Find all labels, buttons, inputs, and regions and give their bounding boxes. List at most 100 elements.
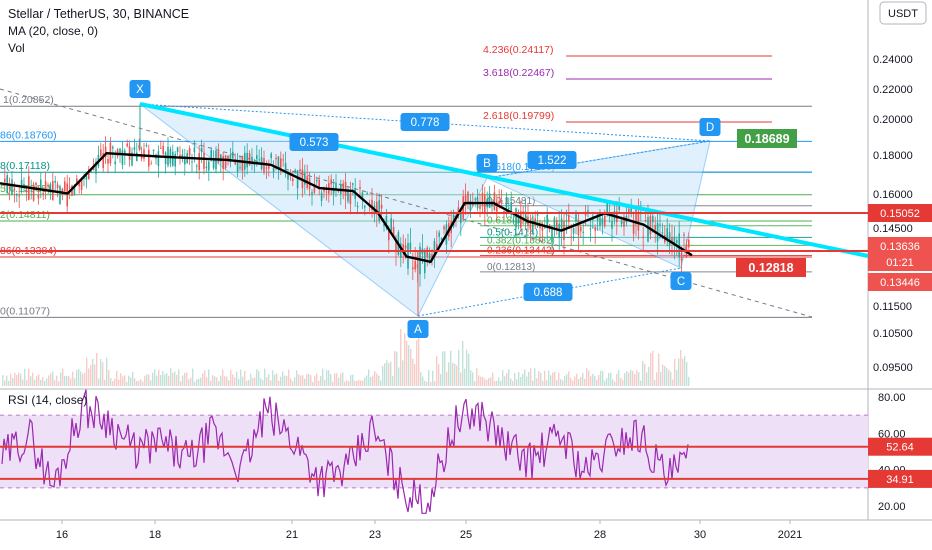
fib-right-label: 0(0.12813) [487,262,535,273]
candle-body [275,157,277,160]
candle-body [390,218,392,231]
volume-bar [76,369,78,386]
volume-bar [364,377,366,386]
symbol-title[interactable]: Stellar / TetherUS, 30, BINANCE [8,7,189,21]
volume-bar [24,368,26,386]
rsi-flag: 52.64 [868,437,932,456]
candle-body [104,146,107,158]
volume-bar [28,368,30,386]
volume-bar [188,379,190,386]
candle-body [47,184,49,187]
volume-bar [86,357,88,386]
pattern-ratio-label-text: 1.522 [538,155,567,167]
price-tick-label: 0.20000 [873,114,913,126]
volume-bar [626,371,628,386]
candle-body [517,216,520,224]
candle-body [282,159,284,161]
rsi-indicator-label[interactable]: RSI (14, close) [8,393,87,407]
volume-bar [108,370,110,386]
volume-bar [594,375,596,386]
candle-body [143,149,145,159]
currency-button[interactable]: USDT [879,1,927,25]
volume-bar [58,381,60,386]
candle-body [371,199,373,210]
vol-indicator-label[interactable]: Vol [8,41,25,55]
price-flag: 0.13636 [868,237,932,255]
candle-body [611,220,613,229]
candle-body [541,227,544,231]
candle-body [64,181,66,191]
volume-bar [380,380,382,386]
candle-body [179,154,181,157]
volume-bar [514,373,516,386]
rsi-tick-label: 60.00 [878,428,906,440]
pattern-point-x-bg [129,80,151,98]
volume-bar [10,373,12,386]
volume-bar [334,373,336,386]
volume-bar [374,371,376,386]
volume-bar [600,370,602,386]
candle-body [188,148,191,156]
volume-bar [126,381,128,386]
volume-bar [386,360,388,386]
volume-bar [130,377,132,386]
ma-indicator-label[interactable]: MA (20, close, 0) [8,24,98,38]
volume-bar [576,373,578,386]
volume-bar [182,375,184,386]
volume-bar [276,373,278,386]
drawing-overlays[interactable] [0,102,869,258]
volume-bar [198,378,200,386]
volume-bar [20,374,22,386]
volume-bar [194,381,196,386]
candle-body [138,144,140,149]
volume-bar [676,370,678,386]
volume-bar [320,375,322,386]
candle-body [102,153,104,169]
candle-body [505,198,508,213]
volume-bar [202,373,204,386]
fib-level-label: 2(0.14811) [0,209,50,221]
volume-bar [56,375,58,386]
volume-bar [104,379,106,386]
volume-bar [82,373,84,386]
candle-body [222,156,224,169]
candle-body [577,220,580,236]
candle-body [565,220,568,222]
volume-bar [412,358,414,386]
fib-extension: 4.236(0.24117) 3.618(0.22467) 2.618(0.1979… [483,44,772,123]
volume-bar [368,369,370,386]
fib-right-label: 0.5(0.1414) [487,227,538,238]
target-price-bg [736,258,806,277]
candle-body [136,152,138,162]
candle-body [637,211,640,231]
volume-bar [378,375,380,386]
volume-bar [618,369,620,386]
price-flag-bg [868,237,932,255]
volume-bar [148,374,150,386]
time-tick-label: 25 [460,529,472,541]
volume-bar [204,370,206,386]
volume-bar [624,373,626,386]
candle-body [162,145,164,154]
candle-body [512,221,515,223]
candle-body [457,207,460,213]
candle-body [248,153,251,166]
price-tick-label: 0.11500 [873,301,912,313]
price-tick-label: 0.22000 [873,84,913,96]
volume-bar [260,378,262,386]
candle-body [404,245,407,249]
volume-bar [312,381,314,386]
candle-body [568,215,570,222]
volume-bar [590,376,592,386]
volume-bar [288,369,290,386]
volume-bar [238,378,240,386]
candle-body [551,228,553,243]
rsi-flag-text: 52.64 [886,442,914,454]
candle-body [241,155,244,171]
volume-bar [222,369,224,386]
volume-bar [418,335,420,386]
volume-bar [316,373,318,386]
pattern-point-c-text: C [677,276,685,288]
volume-bar [342,372,344,386]
